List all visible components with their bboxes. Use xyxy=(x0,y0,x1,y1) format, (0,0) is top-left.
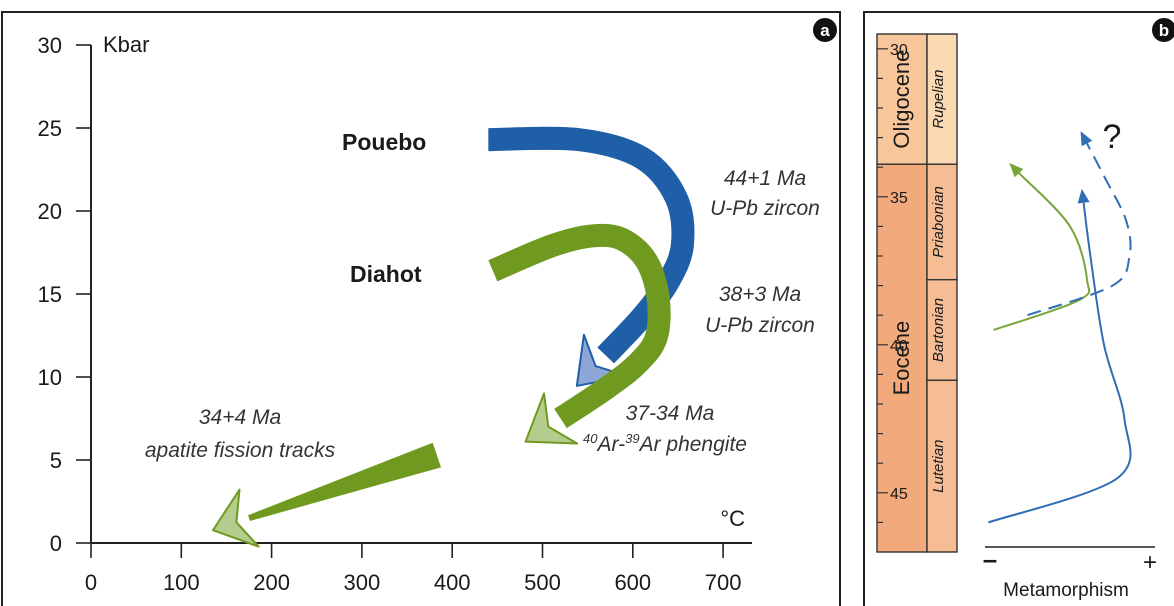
y-axis-label: Kbar xyxy=(103,32,149,57)
sup-39: 39 xyxy=(625,431,639,446)
metamorphism-label: Metamorphism xyxy=(1003,580,1129,601)
annotation-phengite-age: 37-34 Ma 40Ar-39Ar phengite xyxy=(583,402,747,456)
annotation-diahot-age: 38+3 Ma U-Pb zircon xyxy=(705,283,815,337)
sup-40: 40 xyxy=(583,431,598,446)
y-tick-label: 30 xyxy=(38,33,62,58)
x-tick-label: 200 xyxy=(253,570,290,595)
metamorphism-arrowhead-green-path xyxy=(1009,163,1024,178)
age-tick-label: 45 xyxy=(890,486,908,503)
y-tick-label: 5 xyxy=(50,448,62,473)
stage-label-priabonian: Priabonian xyxy=(930,186,947,258)
stage-priabonian xyxy=(926,163,958,281)
question-mark: ? xyxy=(1103,118,1122,156)
age-tick-label: 40 xyxy=(890,338,908,355)
annotation-apatite-age: 34+4 Ma apatite fission tracks xyxy=(145,406,336,462)
ar-text-2: Ar phengite xyxy=(638,433,747,456)
metamorphism-minus: – xyxy=(983,544,997,574)
x-tick-label: 600 xyxy=(614,570,651,595)
panel-b-badge xyxy=(1152,18,1174,42)
series-label-diahot: Diahot xyxy=(350,261,422,287)
y-tick-label: 25 xyxy=(38,116,62,141)
stage-label-bartonian: Bartonian xyxy=(930,298,947,362)
svg-text:34+4 Ma: 34+4 Ma xyxy=(199,406,281,429)
x-tick-label: 0 xyxy=(85,570,97,595)
metamorphism-blue-path xyxy=(988,202,1132,524)
x-tick-label: 700 xyxy=(705,570,742,595)
stage-lutetian xyxy=(926,379,958,553)
svg-text:apatite fission tracks: apatite fission tracks xyxy=(145,439,336,462)
panel-b-letter: b xyxy=(1159,21,1169,40)
epoch-label-oligocene: Oligocene xyxy=(889,50,914,149)
series-wedge-exhumation xyxy=(248,442,441,521)
series-path-pouebo xyxy=(488,126,695,364)
panel-a-letter: a xyxy=(820,21,830,40)
x-tick-label: 400 xyxy=(434,570,471,595)
panel-a-axes: 0 5 10 15 20 25 30 0 100 200 300 400 500 600 700 Kbar… xyxy=(38,32,752,595)
metamorphism-arrowhead-blue-path xyxy=(1077,188,1090,204)
metamorphism-green-path xyxy=(993,172,1091,331)
arrowhead-exhumation xyxy=(212,488,260,548)
x-tick-label: 300 xyxy=(344,570,381,595)
metamorphism-plus: + xyxy=(1143,549,1157,576)
y-tick-label: 20 xyxy=(38,199,62,224)
stage-label-lutetian: Lutetian xyxy=(930,439,947,492)
y-tick-label: 10 xyxy=(38,365,62,390)
series-path-diahot xyxy=(488,223,671,429)
epoch-label-eocene: Eocene xyxy=(889,321,914,396)
arrowhead-diahot xyxy=(524,392,579,445)
age-tick-label: 30 xyxy=(890,42,908,59)
stage-label-rupelian: Rupelian xyxy=(930,70,947,129)
svg-text:40Ar-39Ar phengite: 40Ar-39Ar phengite xyxy=(583,431,747,456)
metamorphism-arrowhead-blue-dashed-path xyxy=(1080,131,1093,147)
stage-rupelian xyxy=(926,33,958,165)
x-axis-label: °C xyxy=(720,506,745,531)
epoch-oligocene xyxy=(876,33,928,165)
y-tick-label: 15 xyxy=(38,282,62,307)
stratigraphic-column: Oligocene Eocene Rupelian Priabonian Bartoni… xyxy=(876,33,958,553)
series-label-pouebo: Pouebo xyxy=(342,129,426,155)
x-tick-label: 500 xyxy=(524,570,561,595)
y-tick-label: 0 xyxy=(50,531,62,556)
panel-b-frame xyxy=(863,11,1174,606)
svg-text:37-34 Ma: 37-34 Ma xyxy=(626,402,715,425)
svg-text:U-Pb zircon: U-Pb zircon xyxy=(705,314,815,337)
panel-a-badge xyxy=(813,18,837,42)
panel-a-frame xyxy=(1,11,841,606)
annotation-pouebo-age: 44+1 Ma U-Pb zircon xyxy=(710,167,820,220)
x-tick-label: 100 xyxy=(163,570,200,595)
ar-text-1: Ar- xyxy=(595,433,625,456)
metamorphism-blue-dashed-path xyxy=(1027,143,1132,317)
svg-text:U-Pb zircon: U-Pb zircon xyxy=(710,197,820,220)
svg-text:44+1 Ma: 44+1 Ma xyxy=(724,167,806,190)
svg-text:38+3 Ma: 38+3 Ma xyxy=(719,283,801,306)
stage-bartonian xyxy=(926,278,958,382)
age-tick-label: 35 xyxy=(890,190,908,207)
